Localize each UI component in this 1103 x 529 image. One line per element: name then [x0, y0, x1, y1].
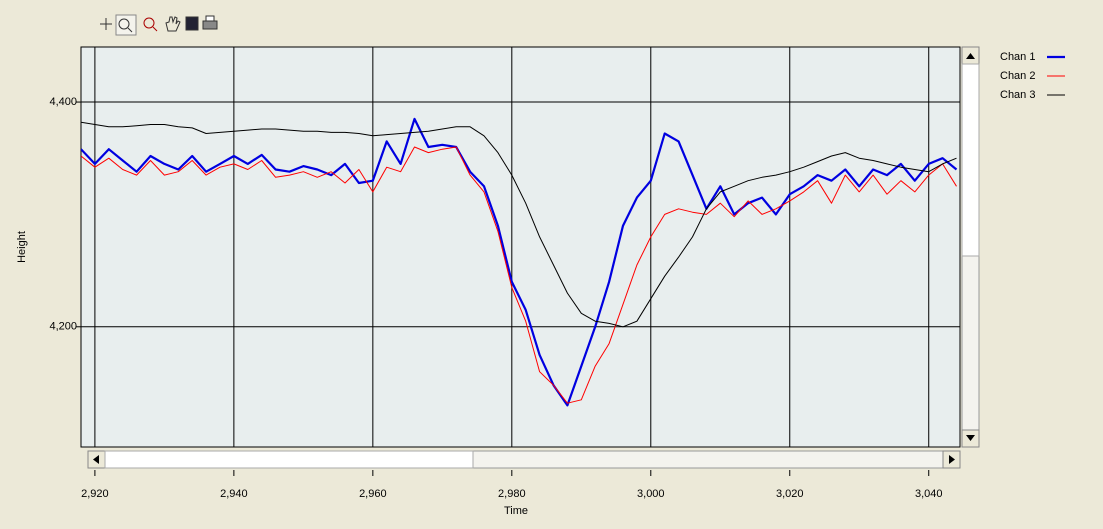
zoom-box-tool[interactable]: [115, 14, 137, 36]
x-tick-label: 3,020: [776, 488, 804, 500]
legend-label: Chan 2: [1000, 70, 1035, 82]
grid: [81, 47, 960, 447]
series-lines: [81, 117, 958, 407]
plot-area: [80, 46, 961, 448]
vertical-scrollbar[interactable]: [961, 46, 980, 448]
x-tick-label: 3,040: [915, 488, 943, 500]
y-tick-label: 4,400: [49, 96, 77, 108]
y-tick-label: 4,200: [49, 321, 77, 333]
x-tick-label: 2,920: [81, 488, 109, 500]
x-axis-label: Time: [504, 505, 528, 517]
zoom-tool[interactable]: [143, 17, 158, 32]
x-tick-label: 2,960: [359, 488, 387, 500]
legend-label: Chan 1: [1000, 51, 1035, 63]
axis-labels: 2,920 2,940 2,960 2,980 3,000 3,020 3,040 4,200…: [49, 96, 942, 500]
toolbar: [100, 14, 218, 36]
x-tick-label: 2,940: [220, 488, 248, 500]
pointer-tool[interactable]: [100, 18, 112, 30]
x-tick-label: 2,980: [498, 488, 526, 500]
save-tool[interactable]: [185, 16, 199, 31]
legend: Chan 1 Chan 2 Chan 3: [1000, 51, 1065, 101]
series-line: [81, 121, 957, 328]
horizontal-scrollbar[interactable]: [87, 450, 961, 469]
x-tick-label: 3,000: [637, 488, 665, 500]
series-line: [81, 146, 957, 404]
print-tool[interactable]: [202, 15, 218, 30]
legend-label: Chan 3: [1000, 89, 1035, 101]
y-axis-label: Height: [16, 231, 28, 263]
pan-tool[interactable]: [165, 16, 181, 32]
series-line: [81, 117, 958, 407]
